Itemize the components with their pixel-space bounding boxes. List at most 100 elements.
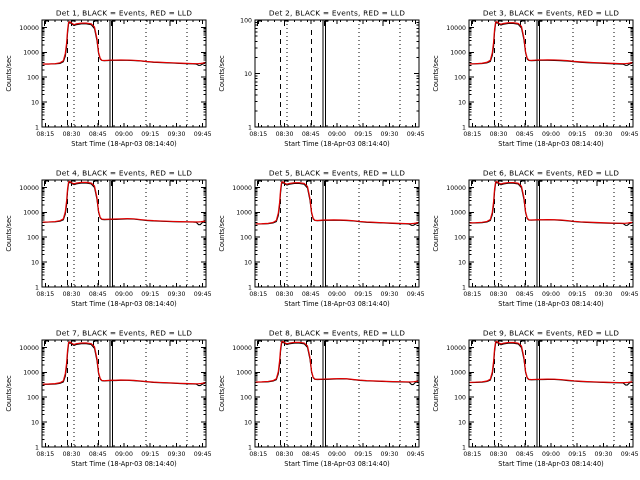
y-tick-label: 10000 xyxy=(446,25,466,32)
y-tick-label: 1 xyxy=(35,284,39,291)
top-bracket-marker xyxy=(382,20,388,26)
top-bracket-marker xyxy=(596,180,601,186)
x-axis-label: Start Time (18-Apr-03 08:14:40) xyxy=(498,300,603,308)
x-tick-label: 09:15 xyxy=(141,451,159,458)
x-tick-label: 09:30 xyxy=(381,131,399,138)
top-bracket-marker xyxy=(470,180,476,186)
series-line-lld xyxy=(42,21,206,65)
y-tick-label: 1 xyxy=(462,284,466,291)
panel-title: Det 2, BLACK = Events, RED = LLD xyxy=(269,8,405,17)
y-axis-label: Counts/sec xyxy=(5,215,13,252)
y-tick-label: 100 xyxy=(454,395,466,402)
top-bracket-marker xyxy=(93,20,98,26)
y-tick-label: 1 xyxy=(248,444,252,451)
series-line-lld xyxy=(469,340,632,384)
top-bracket-marker xyxy=(470,20,476,26)
plot-frame xyxy=(254,179,420,288)
x-tick-label: 08:15 xyxy=(463,451,481,458)
series-line-lld xyxy=(469,21,632,65)
y-tick-label: 10000 xyxy=(19,25,39,32)
chart-panel-det-1: 1 10 100 1000 10000 08:15 08:30 08:45 09:00 09:15… xyxy=(0,0,213,160)
y-tick-label: 10 xyxy=(458,419,466,426)
top-bracket-marker xyxy=(43,340,49,346)
panel-title: Det 4, BLACK = Events, RED = LLD xyxy=(56,168,192,177)
x-axis-label: Start Time (18-Apr-03 08:14:40) xyxy=(498,460,603,468)
y-axis-label: Counts/sec xyxy=(218,375,226,412)
plot-frame xyxy=(468,19,634,128)
x-tick-label: 08:45 xyxy=(515,291,533,298)
x-tick-label: 09:30 xyxy=(594,291,612,298)
panel-title: Det 7, BLACK = Events, RED = LLD xyxy=(56,328,192,337)
plot-frame xyxy=(254,19,420,128)
x-tick-label: 09:00 xyxy=(542,451,560,458)
x-tick-label: 09:15 xyxy=(141,291,159,298)
y-tick-label: 1000 xyxy=(23,370,39,377)
x-tick-label: 08:15 xyxy=(250,131,268,138)
y-tick-label: 10 xyxy=(31,259,39,266)
top-bracket-marker xyxy=(382,180,388,186)
y-tick-label: 100 xyxy=(241,395,253,402)
panel-title: Det 9, BLACK = Events, RED = LLD xyxy=(483,328,619,337)
x-tick-label: 08:30 xyxy=(489,451,507,458)
x-tick-label: 08:45 xyxy=(515,131,533,138)
x-tick-label: 08:30 xyxy=(489,131,507,138)
y-tick-label: 10000 xyxy=(19,185,39,192)
top-bracket-marker xyxy=(324,20,330,26)
y-tick-label: 1 xyxy=(462,444,466,451)
x-axis-label: Start Time (18-Apr-03 08:14:40) xyxy=(285,300,390,308)
panel-title: Det 6, BLACK = Events, RED = LLD xyxy=(483,168,619,177)
top-bracket-marker xyxy=(537,20,543,26)
series-line-lld xyxy=(469,180,632,224)
y-tick-label: 10 xyxy=(458,259,466,266)
x-tick-label: 09:45 xyxy=(407,451,425,458)
top-bracket-marker xyxy=(596,20,601,26)
y-axis-label: Counts/sec xyxy=(5,375,13,412)
series-line-lld xyxy=(256,181,419,225)
x-tick-label: 09:45 xyxy=(407,131,425,138)
x-axis-label: Start Time (18-Apr-03 08:14:40) xyxy=(71,460,176,468)
x-tick-label: 09:00 xyxy=(328,291,346,298)
y-tick-label: 100 xyxy=(241,235,253,242)
x-axis-label: Start Time (18-Apr-03 08:14:40) xyxy=(71,300,176,308)
x-tick-label: 09:45 xyxy=(194,131,212,138)
y-tick-label: 10 xyxy=(244,71,252,78)
x-tick-label: 08:45 xyxy=(302,131,320,138)
x-axis-label: Start Time (18-Apr-03 08:14:40) xyxy=(285,460,390,468)
plot-frame xyxy=(41,179,207,288)
chart-panel-det-9: 1 10 100 1000 10000 08:15 08:30 08:45 09:00 09:15… xyxy=(427,320,640,480)
x-tick-label: 09:45 xyxy=(620,451,638,458)
y-tick-label: 100 xyxy=(454,235,466,242)
top-bracket-marker xyxy=(382,340,388,346)
y-tick-label: 1000 xyxy=(450,370,466,377)
x-tick-label: 09:15 xyxy=(355,131,373,138)
x-axis-label: Start Time (18-Apr-03 08:14:40) xyxy=(285,140,390,148)
x-tick-label: 08:15 xyxy=(463,291,481,298)
top-bracket-marker xyxy=(111,180,116,186)
x-tick-label: 08:30 xyxy=(63,131,81,138)
y-tick-label: 10000 xyxy=(446,345,466,352)
y-axis-label: Counts/sec xyxy=(5,55,13,92)
x-tick-label: 09:30 xyxy=(381,451,399,458)
y-tick-label: 100 xyxy=(27,75,39,82)
x-tick-label: 09:00 xyxy=(542,131,560,138)
x-tick-label: 08:15 xyxy=(36,131,54,138)
plot-frame xyxy=(254,339,420,448)
y-tick-label: 1 xyxy=(35,124,39,131)
y-axis-label: Counts/sec xyxy=(432,215,440,252)
y-tick-label: 1 xyxy=(35,444,39,451)
plot-frame xyxy=(41,339,207,448)
x-tick-label: 08:30 xyxy=(63,451,81,458)
y-tick-label: 10000 xyxy=(233,185,253,192)
top-bracket-marker xyxy=(284,20,289,26)
panel-title: Det 3, BLACK = Events, RED = LLD xyxy=(483,8,619,17)
y-tick-label: 10000 xyxy=(19,345,39,352)
chart-panel-det-3: 1 10 100 1000 10000 08:15 08:30 08:45 09:00 09:15… xyxy=(427,0,640,160)
y-tick-label: 100 xyxy=(27,235,39,242)
y-tick-label: 1000 xyxy=(23,50,39,57)
x-tick-label: 08:15 xyxy=(36,451,54,458)
series-line-lld xyxy=(42,180,206,223)
series-line-lld xyxy=(256,340,419,383)
top-bracket-marker xyxy=(43,180,49,186)
y-tick-label: 10 xyxy=(31,419,39,426)
x-tick-label: 09:45 xyxy=(620,291,638,298)
